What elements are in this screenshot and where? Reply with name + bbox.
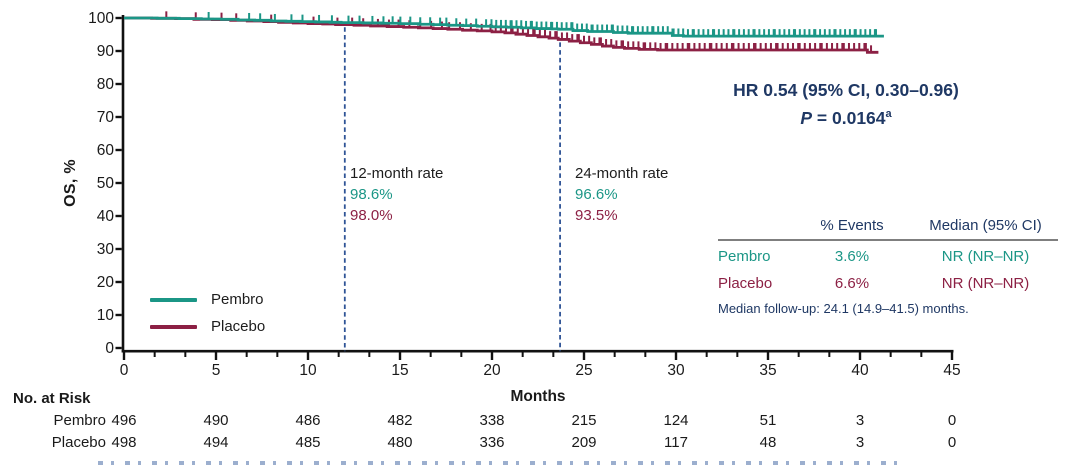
at-risk-count: 215 <box>571 412 596 429</box>
y-tick-label: 90 <box>97 43 115 60</box>
footnote-clipped-text <box>98 461 908 465</box>
legend-label-pembro: Pembro <box>211 291 264 308</box>
y-tick-label: 40 <box>97 208 115 225</box>
at-risk-count: 490 <box>203 412 228 429</box>
y-tick-label: 70 <box>97 109 115 126</box>
rate-24-label: 24-month rate <box>575 165 669 182</box>
x-tick-label: 25 <box>575 362 592 379</box>
at-risk-count: 480 <box>387 434 412 451</box>
p-superscript-a: a <box>885 108 892 120</box>
p-value-line: P = 0.0164a <box>690 102 1002 130</box>
p-symbol: P <box>800 107 813 128</box>
legend-label-placebo: Placebo <box>211 318 266 335</box>
x-tick-label: 40 <box>851 362 869 379</box>
at-risk-rowlabel-placebo: Placebo <box>51 434 106 451</box>
rate-annotation-24-month: 24-month rate 96.6% 93.5% <box>575 163 668 226</box>
at-risk-count: 48 <box>760 434 777 451</box>
y-axis-title: OS, % <box>62 159 79 207</box>
y-tick-label: 60 <box>97 142 115 159</box>
hr-line: HR 0.54 (95% CI, 0.30–0.96) <box>733 80 959 100</box>
at-risk-count: 124 <box>663 412 688 429</box>
at-risk-count: 336 <box>479 434 504 451</box>
at-risk-count: 3 <box>856 434 864 451</box>
table-row-pembro-median: NR (NR–NR) <box>941 248 1030 265</box>
table-header-median: Median (95% CI) <box>929 217 1042 234</box>
rate-12-pembro-value: 98.6% <box>350 186 393 203</box>
hr-annotation: HR 0.54 (95% CI, 0.30–0.96) P = 0.0164a <box>690 78 1002 130</box>
y-tick-label: 10 <box>97 307 115 324</box>
x-tick-label: 30 <box>667 362 685 379</box>
y-tick-label: 20 <box>97 274 115 291</box>
at-risk-count: 494 <box>203 434 228 451</box>
at-risk-rowlabel-pembro: Pembro <box>53 412 106 429</box>
at-risk-count: 482 <box>387 412 412 429</box>
at-risk-count: 117 <box>664 434 688 451</box>
rate-24-placebo-value: 93.5% <box>575 207 618 224</box>
legend-swatch-pembro <box>150 298 197 302</box>
y-tick-label: 0 <box>105 340 114 357</box>
at-risk-count: 0 <box>948 412 956 429</box>
at-risk-count: 209 <box>571 434 596 451</box>
table-row-placebo-median: NR (NR–NR) <box>941 275 1030 292</box>
rate-12-placebo-value: 98.0% <box>350 207 393 224</box>
table-row-pembro-events: 3.6% <box>834 248 870 265</box>
x-tick-label: 20 <box>483 362 501 379</box>
x-tick-label: 0 <box>120 362 129 379</box>
legend-swatch-placebo <box>150 325 197 329</box>
at-risk-count: 486 <box>295 412 320 429</box>
y-tick-label: 100 <box>88 10 114 27</box>
y-tick-label: 30 <box>97 241 115 258</box>
at-risk-count: 3 <box>856 412 864 429</box>
x-tick-label: 5 <box>212 362 221 379</box>
rate-24-pembro-value: 96.6% <box>575 186 618 203</box>
x-axis-title: Months <box>510 388 566 405</box>
at-risk-title: No. at Risk <box>13 390 91 407</box>
table-header-events: % Events <box>820 217 884 234</box>
rate-annotation-12-month: 12-month rate 98.6% 98.0% <box>350 163 443 226</box>
at-risk-count: 485 <box>295 434 320 451</box>
table-row-placebo-events: 6.6% <box>834 275 870 292</box>
at-risk-count: 0 <box>948 434 956 451</box>
x-tick-label: 15 <box>391 362 408 379</box>
x-tick-label: 45 <box>943 362 960 379</box>
p-value: = 0.0164 <box>816 107 886 128</box>
y-tick-label: 80 <box>97 76 115 93</box>
x-tick-label: 10 <box>299 362 317 379</box>
at-risk-count: 51 <box>760 412 777 429</box>
x-tick-label: 35 <box>759 362 776 379</box>
table-row-pembro-name: Pembro <box>718 248 771 265</box>
at-risk-count: 496 <box>111 412 136 429</box>
survival-curve-pembro <box>124 16 884 38</box>
table-row-placebo-name: Placebo <box>718 275 773 292</box>
rate-12-label: 12-month rate <box>350 165 444 182</box>
y-tick-label: 50 <box>97 175 115 192</box>
table-header-rule <box>718 239 1058 241</box>
median-followup-note: Median follow-up: 24.1 (14.9–41.5) month… <box>718 301 969 316</box>
at-risk-count: 338 <box>479 412 504 429</box>
at-risk-count: 498 <box>111 434 136 451</box>
